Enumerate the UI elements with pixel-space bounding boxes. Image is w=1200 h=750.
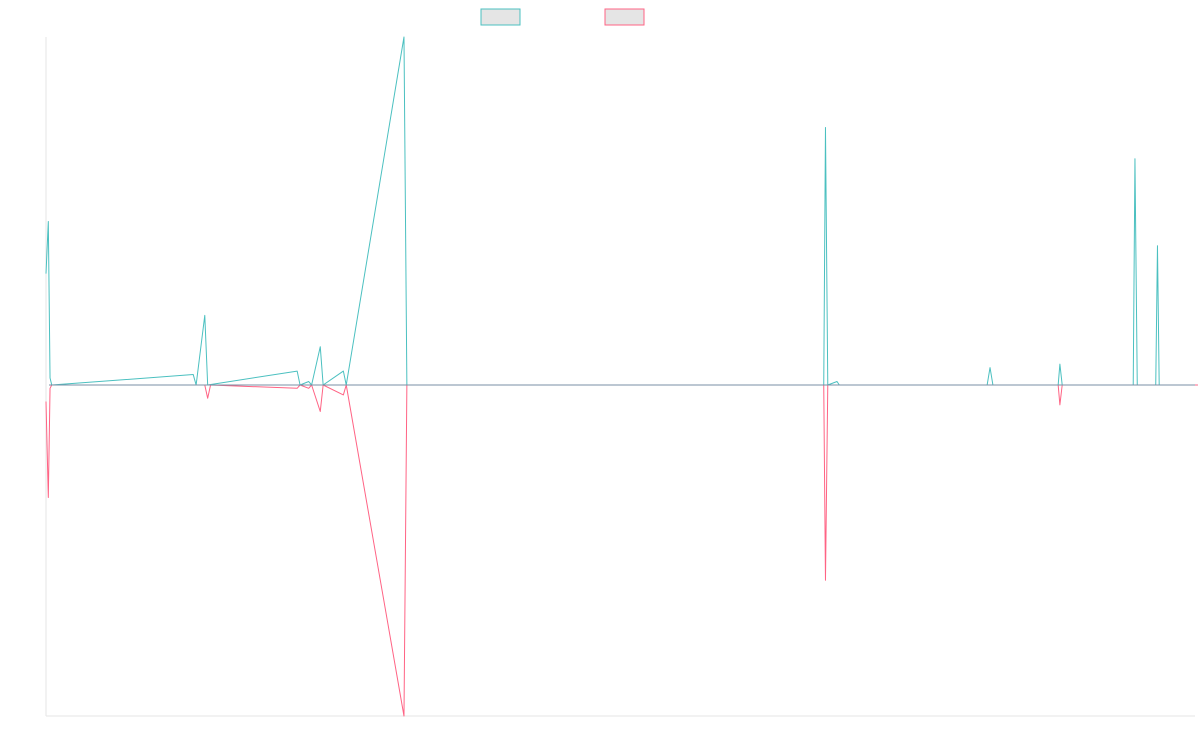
legend [480,8,645,26]
series-line-2 [45,384,1198,717]
plot-area [45,36,1198,717]
series-line-1 [45,36,1198,386]
axes [45,37,1195,717]
legend-swatch-2 [604,8,645,26]
legend-swatch-1 [480,8,521,26]
